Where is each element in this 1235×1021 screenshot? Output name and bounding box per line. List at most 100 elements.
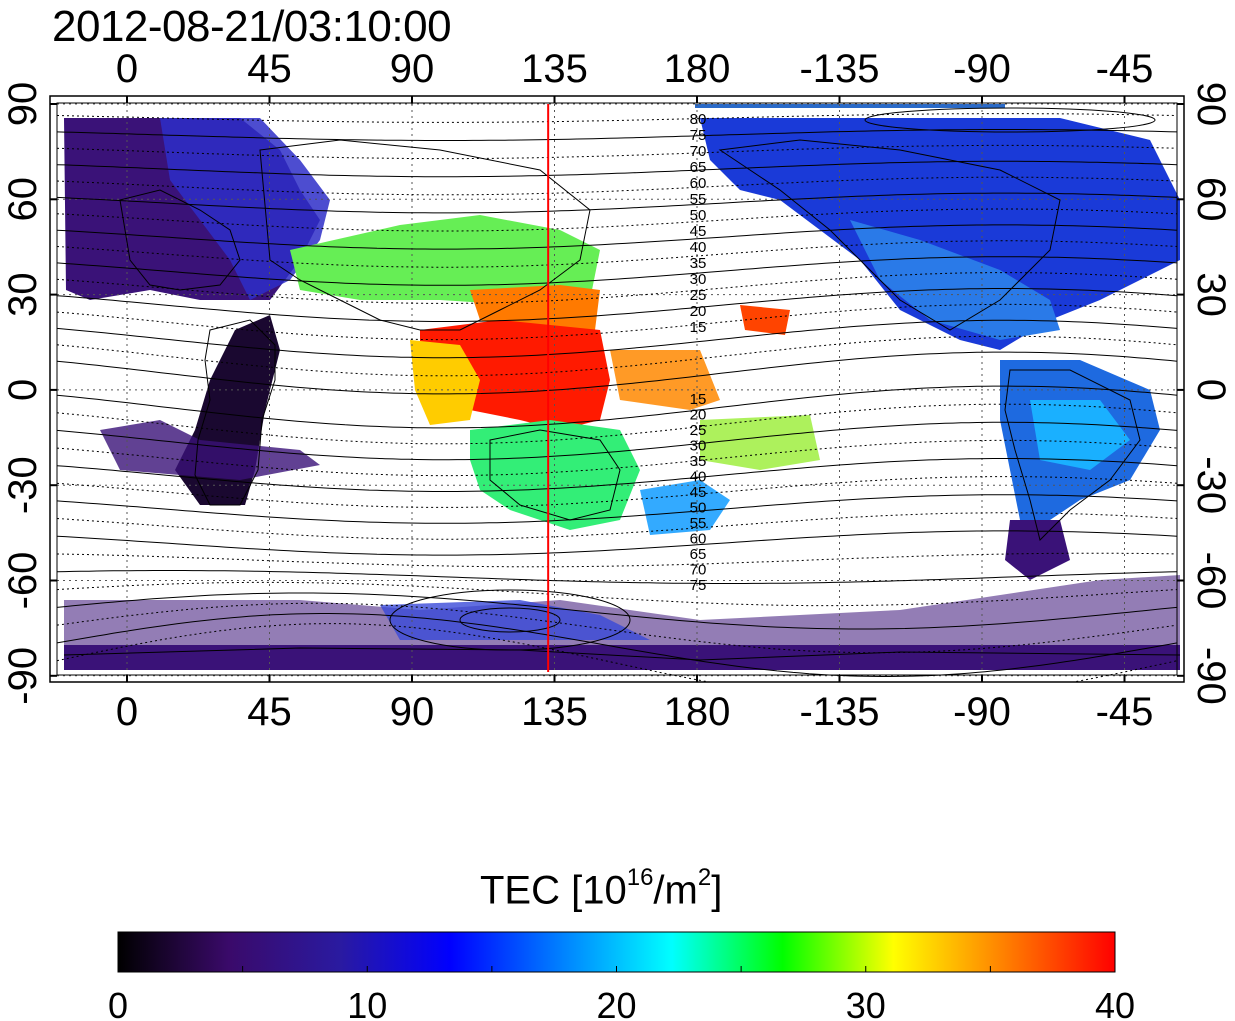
contour-label-south: 50 (690, 500, 707, 517)
graticule (57, 103, 1177, 677)
contour-label-south: 15 (690, 391, 707, 408)
tec-region-south-america-cyan (1030, 400, 1130, 470)
top-lon-tick-label: 135 (521, 47, 588, 91)
contour-line (56, 592, 1178, 630)
contour-label-north: 30 (690, 271, 707, 288)
bottom-lon-tick-label: -90 (953, 690, 1011, 734)
axes: 0 45 90 135 180 -135 -90 -450 45 90 135 180 -135 -90-… (1, 47, 1233, 734)
contour-ellipse-south (459, 607, 561, 633)
colorbar-title-exp2: 2 (697, 864, 712, 891)
tec-region-asia-mid (290, 215, 600, 305)
contour-label-north: 25 (690, 287, 707, 304)
colorbar-title-exp1: 16 (626, 864, 654, 891)
colorbar-tick-label: 0 (108, 985, 128, 1020)
contour-label-south: 75 (690, 577, 707, 594)
right-lat-tick-label: 0 (1189, 379, 1233, 401)
contour-line (56, 403, 1178, 445)
contour-label-north: 20 (690, 303, 707, 320)
contour-line (56, 421, 1178, 461)
colorbar-title-mid: /m (653, 868, 698, 913)
contour-label-north: 55 (690, 191, 707, 208)
left-lat-tick-label: -30 (1, 456, 45, 514)
contour-line (56, 476, 1178, 508)
tec-region-arctic-strip (695, 104, 1005, 108)
contour-label-north: 50 (690, 207, 707, 224)
colorbar-title-prefix: TEC [10 (480, 868, 627, 913)
colorbar-title-suffix: ] (711, 868, 723, 913)
contour-line (56, 458, 1178, 492)
left-lat-tick-label: 30 (1, 272, 45, 317)
contour-label-south: 65 (690, 546, 707, 563)
contour-label-north: 65 (690, 159, 707, 176)
bottom-lon-tick-label: 45 (247, 690, 292, 734)
contour-line (56, 288, 1178, 322)
bottom-lon-tick-label: 90 (390, 690, 435, 734)
timestamp-title: 2012-08-21/03:10:00 (52, 2, 452, 51)
contour-line (56, 240, 1178, 268)
contour-line (56, 512, 1178, 540)
tec-region-south-ocean-band (64, 575, 1180, 645)
colorbar: 0 10 20 30 40 (108, 931, 1135, 1020)
contour-line (56, 623, 1178, 682)
magnetic-latitude-contours (56, 107, 1178, 682)
contour-line (56, 256, 1178, 286)
colorbar-tick-label: 20 (596, 985, 636, 1020)
left-lat-tick-label: -90 (1, 647, 45, 705)
tec-region-east-asia-warm (470, 285, 600, 330)
tec-region-south-atlantic (100, 420, 320, 480)
contour-line (56, 385, 1178, 429)
colorbar-tick-label: 30 (846, 985, 886, 1020)
tec-region-west-pacific-green (700, 415, 820, 470)
contour-line (56, 335, 1178, 377)
contour-line (56, 303, 1178, 341)
contour-ellipse-north (864, 107, 1156, 133)
colorbar-gradient (117, 931, 1116, 973)
contour-line (56, 144, 1178, 160)
contour-label-south: 40 (690, 469, 707, 486)
contour-label-north: 75 (690, 127, 707, 144)
contour-line (56, 613, 1178, 677)
contour-line (56, 272, 1178, 304)
contour-line (56, 494, 1178, 524)
contour-label-south: 35 (690, 453, 707, 470)
contour-label-north: 15 (690, 319, 707, 336)
colorbar-tick-label: 40 (1095, 985, 1135, 1020)
right-lat-tick-label: -30 (1189, 456, 1233, 514)
contour-label-north: 40 (690, 239, 707, 256)
bottom-lon-tick-label: -45 (1096, 690, 1154, 734)
contour-label-south: 20 (690, 407, 707, 424)
bottom-lon-tick-label: 180 (664, 690, 731, 734)
left-lat-tick-label: 0 (1, 379, 45, 401)
contour-line (56, 570, 1178, 584)
coastline-africa (194, 319, 276, 506)
bottom-lon-tick-label: 0 (116, 690, 138, 734)
tec-region-antarctica (64, 645, 1180, 670)
coastline-north-america (718, 139, 1061, 331)
contour-label-north: 60 (690, 175, 707, 192)
colorbar-ticks: 0 10 20 30 40 (108, 966, 1135, 1020)
contour-line (56, 319, 1178, 359)
contour-label-north: 70 (690, 143, 707, 160)
contour-labels: 8075706560555045403530252015152025303540… (690, 111, 707, 594)
top-lon-tick-label: -135 (799, 47, 879, 91)
contour-line (56, 552, 1178, 568)
tec-region-sea-yellow (410, 340, 480, 425)
top-lon-tick-label: 0 (116, 47, 138, 91)
coastline-asia (259, 139, 591, 331)
contour-label-south: 60 (690, 531, 707, 548)
contour-line (56, 176, 1178, 196)
top-lon-tick-label: -90 (953, 47, 1011, 91)
contour-line (56, 192, 1178, 214)
coastlines (63, 139, 1181, 661)
coastline-south-america (1004, 369, 1141, 541)
colorbar-tick-label: 10 (347, 985, 387, 1020)
tec-region-north-america-lightblue (850, 220, 1060, 340)
contour-line (56, 208, 1178, 232)
contour-line (56, 160, 1178, 178)
colorbar-title: TEC [1016/m2] (480, 864, 723, 913)
top-lon-tick-label: -45 (1096, 47, 1154, 91)
contour-line (56, 351, 1178, 395)
bottom-lon-tick-label: 135 (521, 690, 588, 734)
left-lat-tick-label: -60 (1, 552, 45, 610)
